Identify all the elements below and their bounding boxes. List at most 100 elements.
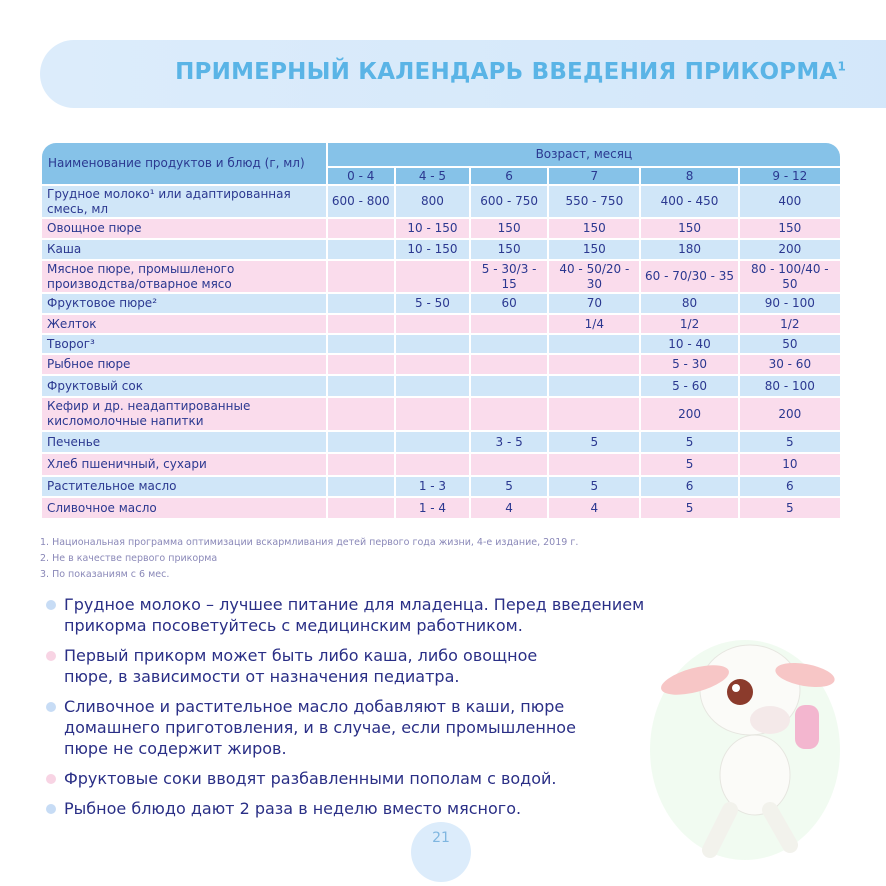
amount-cell: 90 - 100 bbox=[739, 294, 840, 313]
amount-cell bbox=[327, 498, 394, 518]
advice-item: Сливочное и растительное масло добавляют… bbox=[46, 696, 604, 759]
amount-cell bbox=[327, 261, 394, 292]
product-name: Овощное пюре bbox=[42, 219, 326, 238]
amount-cell bbox=[327, 315, 394, 333]
table-row: Фруктовое пюре² 5 - 50 60 70 80 90 - 100 bbox=[42, 294, 840, 313]
amount-cell: 600 - 750 bbox=[471, 186, 548, 217]
amount-cell: 200 bbox=[739, 240, 840, 259]
amount-cell: 10 - 150 bbox=[395, 240, 470, 259]
bullet-icon bbox=[46, 600, 56, 610]
product-name: Творог³ bbox=[42, 335, 326, 353]
amount-cell bbox=[549, 335, 640, 353]
amount-cell bbox=[327, 477, 394, 496]
amount-cell: 150 bbox=[641, 219, 738, 238]
amount-cell: 5 - 60 bbox=[641, 376, 738, 396]
amount-cell: 5 - 50 bbox=[395, 294, 470, 313]
amount-cell: 6 bbox=[641, 477, 738, 496]
amount-cell: 3 - 5 bbox=[471, 432, 548, 452]
amount-cell: 5 - 30 bbox=[641, 355, 738, 374]
product-name: Мясное пюре, промышленого производства/о… bbox=[42, 261, 326, 292]
amount-cell: 5 bbox=[471, 477, 548, 496]
amount-cell: 30 - 60 bbox=[739, 355, 840, 374]
table-row: Желток 1/4 1/2 1/2 bbox=[42, 315, 840, 333]
amount-cell: 5 bbox=[641, 432, 738, 452]
amount-cell bbox=[471, 335, 548, 353]
advice-text: Сливочное и растительное масло добавляют… bbox=[64, 697, 576, 758]
amount-cell: 1/4 bbox=[549, 315, 640, 333]
amount-cell bbox=[327, 240, 394, 259]
table-row: Кефир и др. неадаптированные кисломолочн… bbox=[42, 398, 840, 430]
table-row: Грудное молоко¹ или адаптированная смесь… bbox=[42, 186, 840, 217]
amount-cell bbox=[395, 261, 470, 292]
footnote: 2. Не в качестве первого прикорма bbox=[40, 553, 218, 564]
amount-cell: 50 bbox=[739, 335, 840, 353]
advice-text: Рыбное блюдо дают 2 раза в неделю вместо… bbox=[64, 799, 522, 818]
amount-cell bbox=[395, 335, 470, 353]
footnotes: 1. Национальная программа оптимизации вс… bbox=[40, 535, 578, 583]
amount-cell: 70 bbox=[549, 294, 640, 313]
amount-cell: 150 bbox=[739, 219, 840, 238]
advice-text: Фруктовые соки вводят разбавленными попо… bbox=[64, 769, 557, 788]
advice-text: Первый прикорм может быть либо каша, либ… bbox=[64, 646, 538, 686]
amount-cell bbox=[471, 376, 548, 396]
amount-cell bbox=[395, 454, 470, 475]
table-row: Рыбное пюре 5 - 30 30 - 60 bbox=[42, 355, 840, 374]
product-name: Фруктовый сок bbox=[42, 376, 326, 396]
advice-text: Грудное молоко – лучшее питание для млад… bbox=[64, 595, 645, 635]
amount-cell: 4 bbox=[549, 498, 640, 518]
amount-cell: 800 bbox=[395, 186, 470, 217]
amount-cell: 6 bbox=[739, 477, 840, 496]
page-number: 21 bbox=[411, 822, 471, 882]
table-row: Хлеб пшеничный, сухари 5 10 bbox=[42, 454, 840, 475]
amount-cell: 1/2 bbox=[739, 315, 840, 333]
lamb-illustration bbox=[650, 640, 840, 860]
amount-cell bbox=[327, 294, 394, 313]
footnote: 1. Национальная программа оптимизации вс… bbox=[40, 537, 579, 548]
amount-cell: 5 bbox=[739, 498, 840, 518]
product-name: Кефир и др. неадаптированные кисломолочн… bbox=[42, 398, 326, 430]
advice-list: Грудное молоко – лучшее питание для млад… bbox=[46, 594, 664, 828]
title-banner bbox=[40, 40, 886, 108]
amount-cell: 600 - 800 bbox=[327, 186, 394, 217]
amount-cell: 150 bbox=[471, 219, 548, 238]
amount-cell bbox=[327, 398, 394, 430]
amount-cell: 5 - 30/3 - 15 bbox=[471, 261, 548, 292]
amount-cell: 60 bbox=[471, 294, 548, 313]
amount-cell bbox=[327, 376, 394, 396]
amount-cell: 150 bbox=[471, 240, 548, 259]
amount-cell: 10 bbox=[739, 454, 840, 475]
product-name: Печенье bbox=[42, 432, 326, 452]
amount-cell: 80 bbox=[641, 294, 738, 313]
amount-cell: 5 bbox=[739, 432, 840, 452]
bullet-icon bbox=[46, 804, 56, 814]
amount-cell bbox=[327, 335, 394, 353]
amount-cell: 1 - 4 bbox=[395, 498, 470, 518]
amount-cell bbox=[327, 432, 394, 452]
amount-cell bbox=[395, 376, 470, 396]
amount-cell: 400 bbox=[739, 186, 840, 217]
amount-cell: 10 - 40 bbox=[641, 335, 738, 353]
amount-cell bbox=[549, 398, 640, 430]
age-column-header: 8 bbox=[641, 168, 738, 184]
amount-cell: 180 bbox=[641, 240, 738, 259]
amount-cell: 5 bbox=[549, 432, 640, 452]
feeding-calendar-table: Наименование продуктов и блюд (г, мл) Воз… bbox=[40, 141, 842, 520]
amount-cell: 5 bbox=[641, 498, 738, 518]
age-column-header: 7 bbox=[549, 168, 640, 184]
amount-cell: 60 - 70/30 - 35 bbox=[641, 261, 738, 292]
header-product-name: Наименование продуктов и блюд (г, мл) bbox=[42, 143, 326, 184]
age-column-header: 0 - 4 bbox=[327, 168, 394, 184]
advice-item: Первый прикорм может быть либо каша, либ… bbox=[46, 645, 544, 687]
table-row: Каша 10 - 150 150 150 180 200 bbox=[42, 240, 840, 259]
amount-cell: 200 bbox=[641, 398, 738, 430]
product-name: Каша bbox=[42, 240, 326, 259]
page-title: ПРИМЕРНЫЙ КАЛЕНДАРЬ ВВЕДЕНИЯ ПРИКОРМА1 bbox=[175, 59, 846, 85]
bullet-icon bbox=[46, 651, 56, 661]
amount-cell: 1 - 3 bbox=[395, 477, 470, 496]
amount-cell bbox=[471, 398, 548, 430]
amount-cell: 150 bbox=[549, 240, 640, 259]
advice-item: Рыбное блюдо дают 2 раза в неделю вместо… bbox=[46, 798, 564, 819]
amount-cell bbox=[471, 315, 548, 333]
amount-cell bbox=[395, 432, 470, 452]
